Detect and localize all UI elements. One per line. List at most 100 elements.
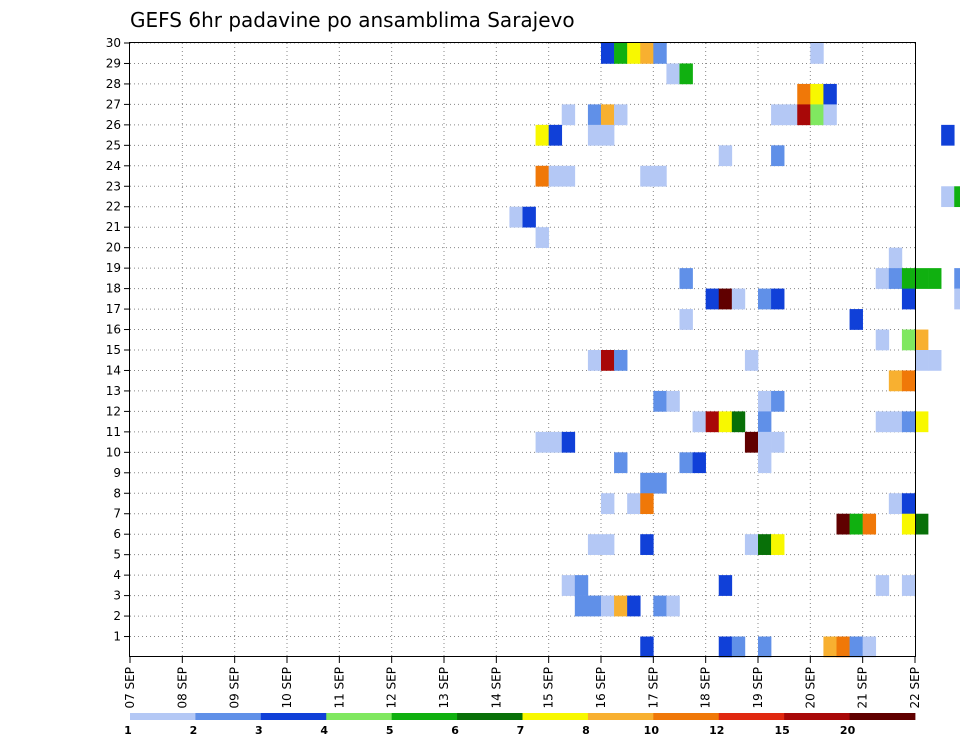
heatmap-cell xyxy=(875,268,890,289)
heatmap-cell xyxy=(653,390,667,412)
y-tick-label: 16 xyxy=(106,323,121,337)
heatmap-cell xyxy=(627,595,641,617)
heatmap-cell xyxy=(548,165,563,187)
legend-swatch xyxy=(457,713,523,720)
heatmap-cell xyxy=(522,206,536,228)
heatmap-cell xyxy=(915,513,929,535)
heatmap-cell xyxy=(705,288,720,310)
heatmap-cell xyxy=(731,636,746,658)
y-tick-label: 5 xyxy=(113,548,121,562)
y-tick-label: 28 xyxy=(106,77,121,91)
heatmap-cell xyxy=(574,575,589,596)
heatmap-cell xyxy=(901,288,916,310)
y-tick-label: 3 xyxy=(113,589,121,603)
y-tick-label: 6 xyxy=(113,527,121,541)
heatmap-cell xyxy=(601,595,615,617)
x-tick-label: 09 SEP xyxy=(228,667,242,709)
heatmap-cell xyxy=(561,431,576,453)
heatmap-cell xyxy=(731,288,746,310)
heatmap-cell xyxy=(653,165,667,187)
heatmap-cell xyxy=(915,411,929,433)
heatmap-cell xyxy=(875,329,890,351)
heatmap-cell xyxy=(718,575,733,596)
heatmap-cell xyxy=(836,636,850,658)
heatmap-cell xyxy=(744,534,759,555)
legend-swatch xyxy=(260,713,327,720)
heatmap-cell xyxy=(823,636,837,658)
heatmap-cell xyxy=(771,390,785,412)
heatmap-cell xyxy=(640,493,654,515)
x-tick-label: 17 SEP xyxy=(646,667,660,709)
x-tick-label: 16 SEP xyxy=(594,667,608,709)
legend-label: 5 xyxy=(386,724,394,737)
legend-swatch xyxy=(130,713,196,720)
x-tick-label: 11 SEP xyxy=(332,667,346,709)
y-tick-label: 30 xyxy=(106,36,121,50)
y-tick-label: 12 xyxy=(106,404,121,418)
heatmap-cell xyxy=(587,124,602,146)
heatmap-cell xyxy=(548,431,563,453)
heatmap-cell xyxy=(666,390,680,412)
legend-swatch xyxy=(784,713,850,720)
heatmap-cell xyxy=(705,411,720,433)
heatmap-cell xyxy=(954,186,960,208)
y-tick-label: 1 xyxy=(113,630,121,644)
heatmap-cell xyxy=(901,329,916,351)
heatmap-cell xyxy=(535,124,549,146)
heatmap-cell xyxy=(849,513,863,535)
y-axis: 1234567891011121314151617181920212223242… xyxy=(106,36,130,644)
heatmap-cell xyxy=(862,513,877,535)
legend-label: 4 xyxy=(320,724,328,737)
y-tick-label: 22 xyxy=(106,200,121,214)
heatmap-cell xyxy=(928,268,942,289)
legend-label: 15 xyxy=(775,724,790,737)
y-tick-label: 21 xyxy=(106,220,121,234)
heatmap-cell xyxy=(666,595,680,617)
legend-label: 8 xyxy=(582,724,590,737)
legend-label: 7 xyxy=(517,724,525,737)
heatmap-cell xyxy=(888,493,903,515)
legend-label: 3 xyxy=(255,724,263,737)
chart-title: GEFS 6hr padavine po ansamblima Sarajevo xyxy=(130,8,575,32)
x-tick-label: 10 SEP xyxy=(280,667,294,709)
heatmap-cell xyxy=(888,411,903,433)
legend-swatch xyxy=(653,713,720,720)
heatmap-cell xyxy=(797,83,811,105)
legend-swatch xyxy=(195,713,262,720)
heatmap-cell xyxy=(771,288,785,310)
heatmap-cell xyxy=(653,43,667,64)
y-tick-label: 27 xyxy=(106,97,121,111)
y-tick-label: 20 xyxy=(106,241,121,255)
heatmap-cell xyxy=(614,452,628,474)
heatmap-cell xyxy=(587,104,602,126)
heatmap-cell xyxy=(758,411,772,433)
y-tick-label: 15 xyxy=(106,343,121,357)
heatmap-cell xyxy=(888,247,903,269)
heatmap-cell xyxy=(601,43,615,64)
heatmap-cell xyxy=(614,595,628,617)
heatmap-cell xyxy=(679,268,693,289)
heatmap-cell xyxy=(758,390,772,412)
heatmap-cell xyxy=(692,452,706,474)
heatmap-cell xyxy=(587,595,602,617)
heatmap-cell xyxy=(718,636,733,658)
heatmap-cell xyxy=(901,370,916,392)
heatmap-cell xyxy=(601,350,615,371)
color-legend: 1 2 3 4 5 6 7 8 10 12 15 20 xyxy=(124,713,916,737)
heatmap-cell xyxy=(601,534,615,555)
heatmap-cell xyxy=(601,124,615,146)
y-tick-label: 10 xyxy=(106,445,121,459)
heatmap-cell xyxy=(692,411,706,433)
heatmap-cell xyxy=(875,575,890,596)
heatmap-cell xyxy=(731,411,746,433)
y-tick-label: 19 xyxy=(106,261,121,275)
heatmap-cell xyxy=(901,513,916,535)
heatmap-cell xyxy=(548,124,563,146)
legend-swatch xyxy=(587,713,654,720)
x-tick-label: 18 SEP xyxy=(699,667,713,709)
heatmap-cell xyxy=(758,288,772,310)
heatmap-cell xyxy=(823,83,837,105)
heatmap-cell xyxy=(771,104,785,126)
x-axis: 07 SEP 08 SEP 09 SEP 10 SEP 11 SEP 12 SEP 13 S… xyxy=(123,657,922,709)
legend-swatch xyxy=(391,713,458,720)
